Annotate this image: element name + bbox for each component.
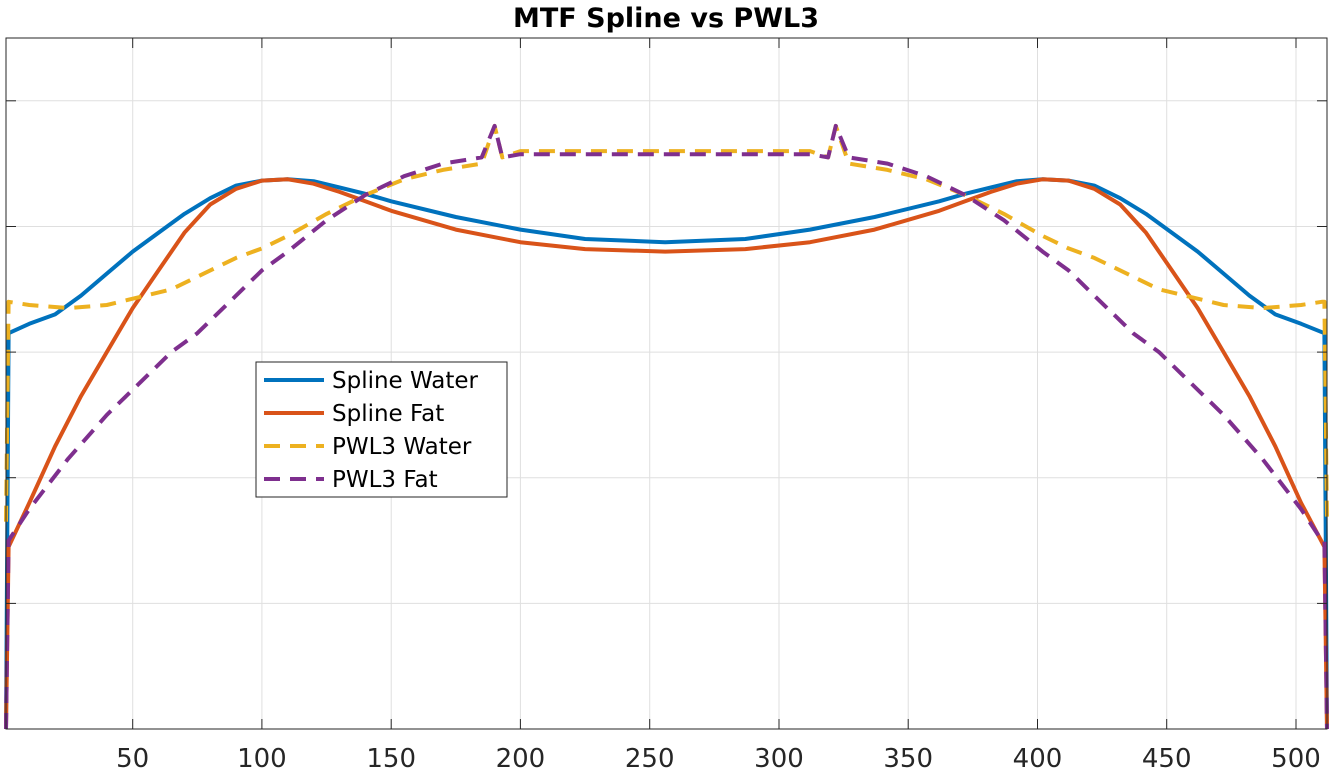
x-tick-label: 400	[1013, 744, 1063, 771]
legend-label: Spline Water	[332, 368, 479, 394]
x-tick-label: 500	[1271, 744, 1321, 771]
series-group	[4, 123, 1329, 730]
x-axis: 50 100 150 200 250 300 350 400 450 500	[116, 38, 1321, 774]
plot-area-border	[5, 37, 1328, 730]
legend-label: Spline Fat	[332, 401, 444, 427]
x-tick-label: 150	[366, 744, 416, 771]
x-tick-label: 450	[1142, 744, 1192, 771]
y-axis	[6, 100, 1327, 604]
x-tick-label: 100	[237, 744, 287, 771]
x-tick-label: 300	[754, 744, 804, 771]
x-tick-label: 50	[116, 744, 149, 771]
series-line-pwl3-fat	[4, 123, 1329, 730]
series-line-spline-water	[4, 177, 1329, 730]
legend-label: PWL3 Water	[332, 434, 472, 460]
series-line-spline-fat	[4, 177, 1329, 730]
chart-title: MTF Spline vs PWL3	[513, 3, 819, 34]
x-tick-label: 350	[883, 744, 933, 771]
legend: Spline Water Spline Fat PWL3 Water PWL3 Fat	[255, 361, 508, 498]
series-line-pwl3-water	[4, 123, 1329, 522]
legend-box	[255, 361, 508, 498]
x-tick-label: 250	[625, 744, 675, 771]
x-tick-label: 200	[496, 744, 546, 771]
legend-label: PWL3 Fat	[332, 467, 438, 493]
